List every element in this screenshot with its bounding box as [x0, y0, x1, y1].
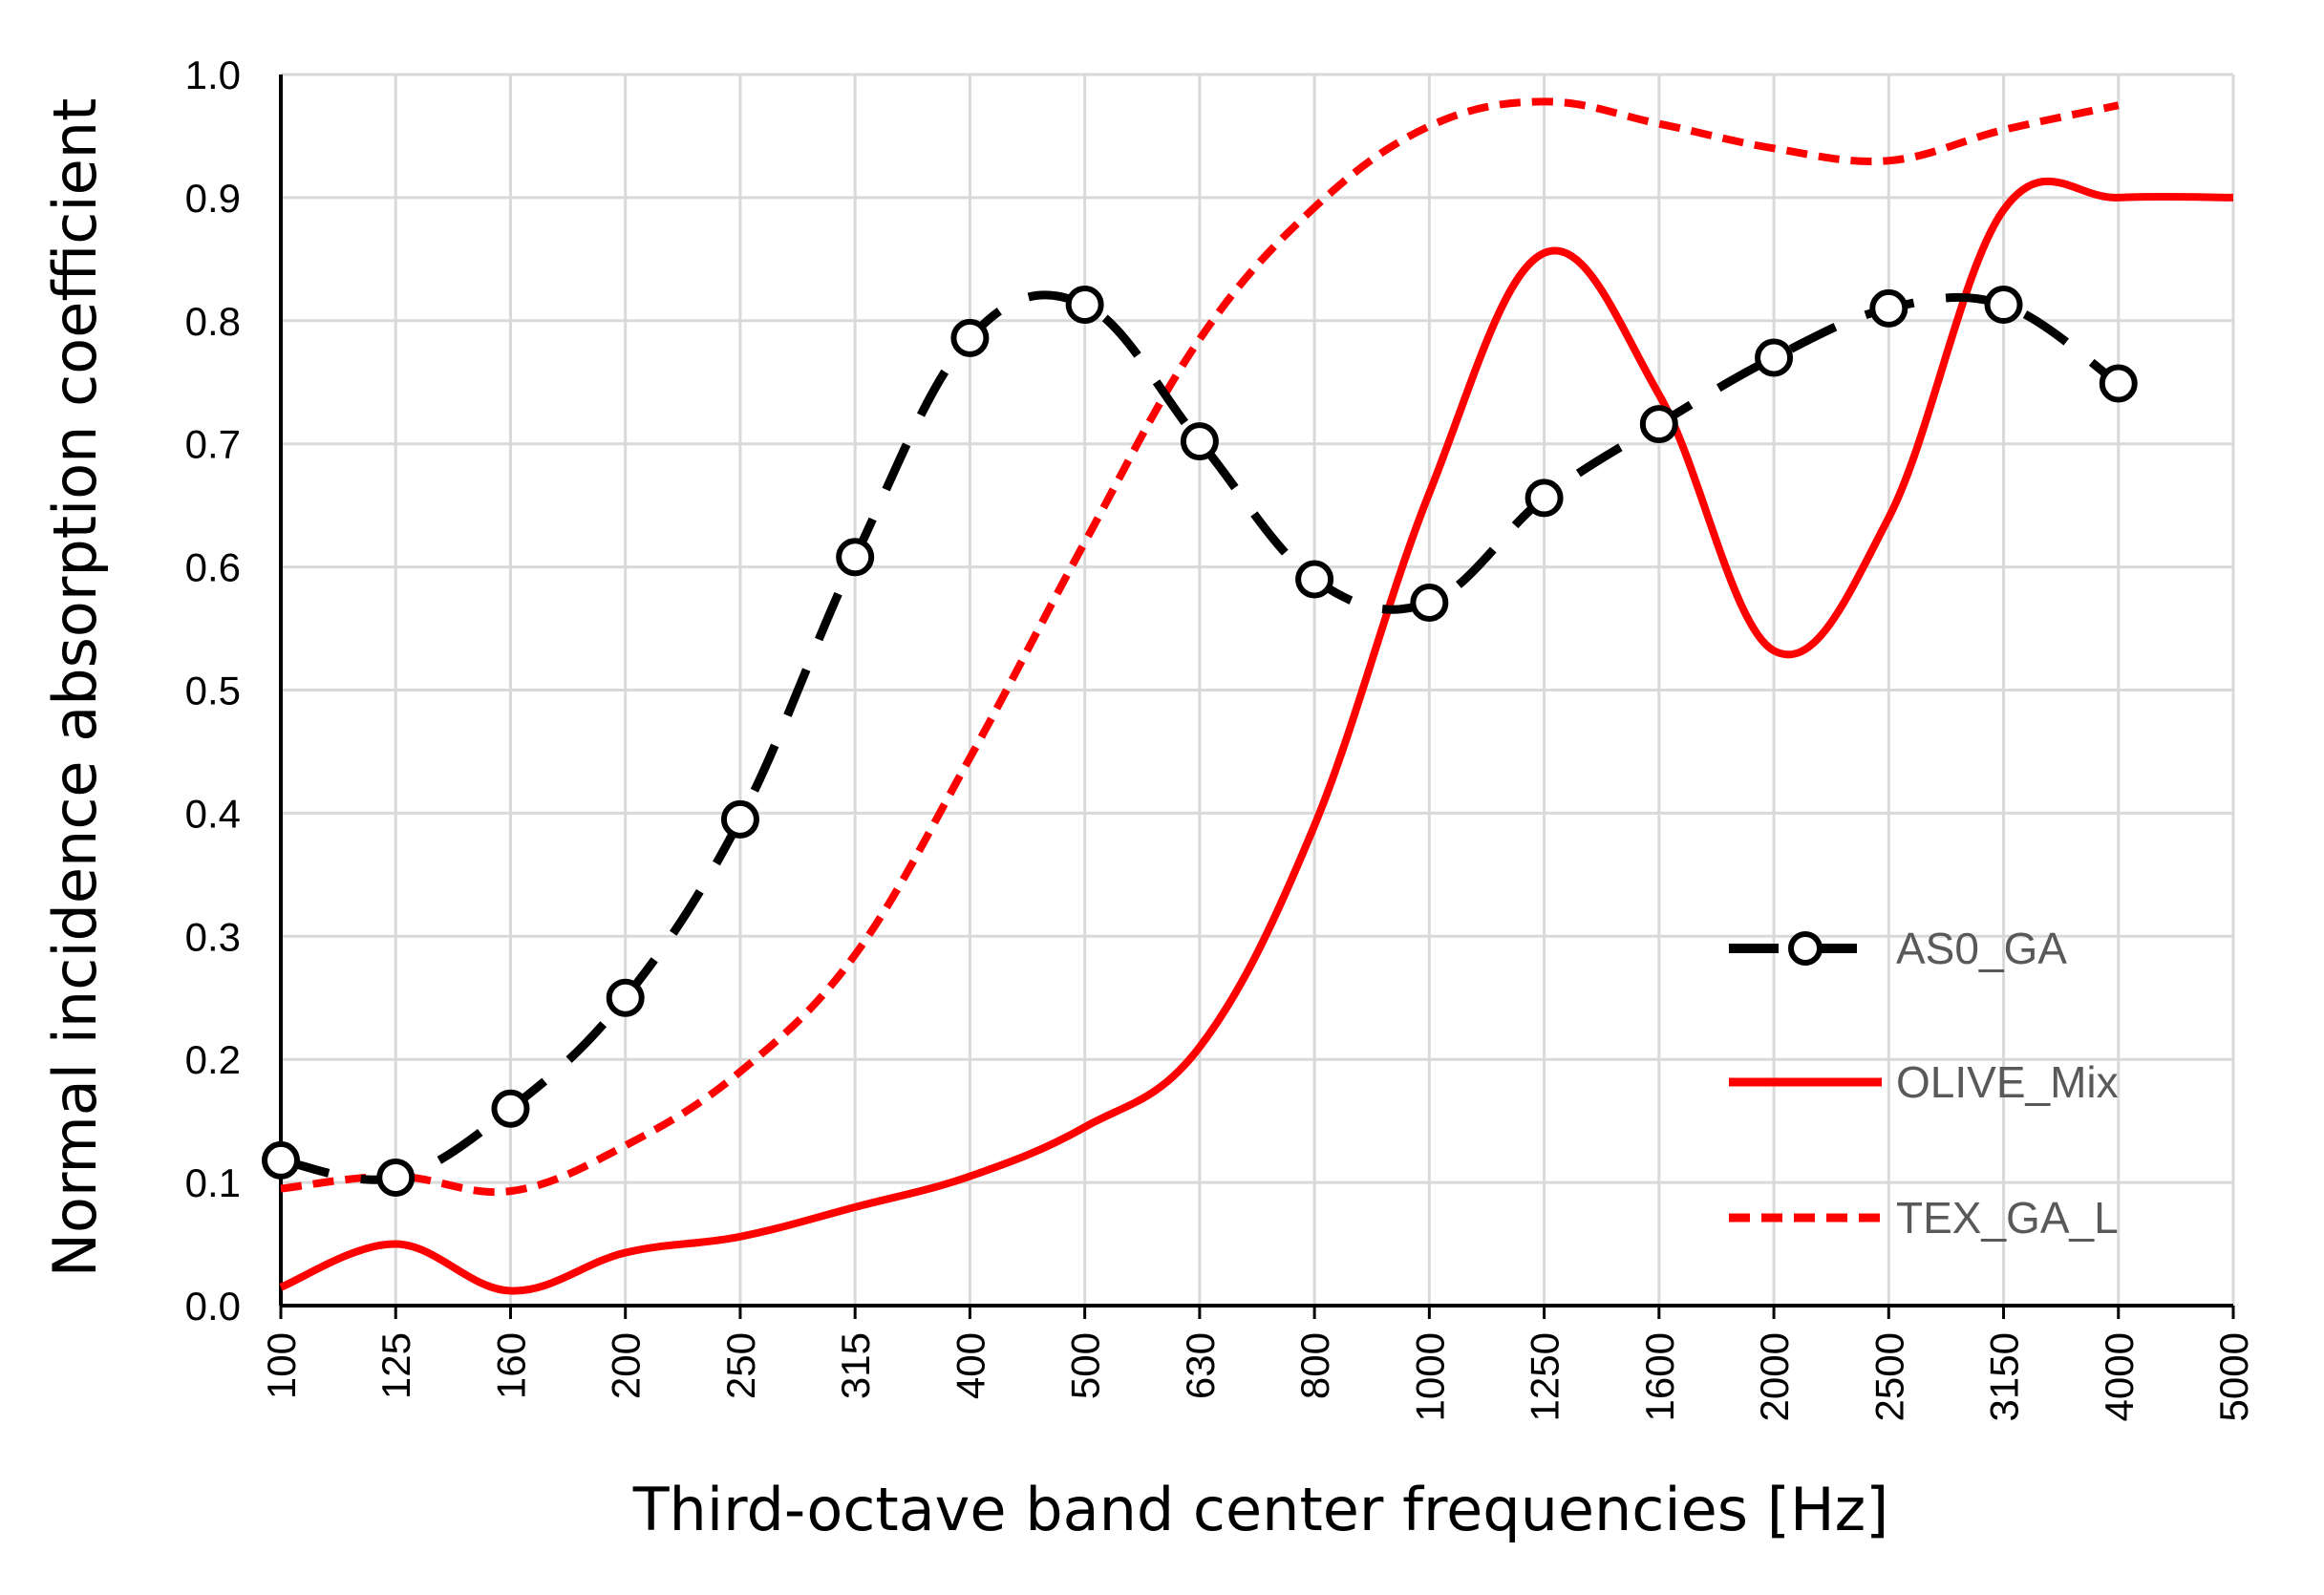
- point-as0-ga-3150: [1984, 286, 2023, 325]
- legend-item-as0-ga: AS0_GA: [1729, 924, 2067, 973]
- x-tick-label-250: 250: [718, 1332, 763, 1399]
- legend-item-olive-mix: OLIVE_Mix: [1729, 1057, 2119, 1107]
- series-olive-mix: [279, 177, 2234, 1295]
- grid: [279, 73, 2235, 1308]
- point-as0-ga-630: [1180, 422, 1219, 461]
- legend-item-tex-ga-l: TEX_GA_L: [1729, 1193, 2119, 1243]
- y-tick-label-0-6: 0.6: [185, 545, 241, 590]
- legend-label-tex-ga-l: TEX_GA_L: [1896, 1193, 2119, 1243]
- y-tick-label-0-5: 0.5: [185, 669, 241, 713]
- point-as0-ga-100: [262, 1140, 300, 1180]
- x-tick-label-800: 800: [1292, 1332, 1337, 1399]
- point-as0-ga-500: [1065, 286, 1104, 325]
- x-tick-label-630: 630: [1178, 1332, 1223, 1399]
- y-axis-title: Normal incidence absorption coefficient: [40, 98, 110, 1278]
- x-tick-label-2500: 2500: [1866, 1332, 1911, 1421]
- x-tick-label-500: 500: [1063, 1332, 1108, 1399]
- point-as0-ga-800: [1295, 560, 1334, 599]
- point-as0-ga-2500: [1869, 288, 1908, 328]
- point-as0-ga-1250: [1524, 478, 1564, 518]
- y-tick-label-1-0: 1.0: [185, 53, 241, 97]
- y-tick-label-0-7: 0.7: [185, 422, 241, 467]
- series-as0-ga: [262, 286, 2138, 1197]
- y-tick-labels: 0.0 0.1 0.2 0.3 0.4 0.5 0.6 0.7 0.8 0.9 1.0: [185, 53, 241, 1329]
- legend-marker-as0-ga: [1788, 931, 1823, 966]
- x-tick-label-1000: 1000: [1407, 1332, 1452, 1421]
- y-tick-label-0-8: 0.8: [185, 299, 241, 344]
- point-as0-ga-250: [720, 799, 759, 839]
- legend: AS0_GA OLIVE_Mix TEX_GA_L: [1729, 924, 2119, 1243]
- x-tick-label-4000: 4000: [2097, 1332, 2142, 1421]
- y-tick-label-0-2: 0.2: [185, 1037, 241, 1082]
- x-tick-label-1250: 1250: [1523, 1332, 1567, 1421]
- point-as0-ga-160: [491, 1089, 530, 1128]
- legend-label-olive-mix: OLIVE_Mix: [1896, 1057, 2119, 1107]
- point-as0-ga-4000: [2099, 364, 2138, 403]
- point-as0-ga-200: [606, 978, 645, 1017]
- y-tick-label-0-1: 0.1: [185, 1160, 241, 1205]
- x-tick-label-400: 400: [948, 1332, 992, 1399]
- y-tick-label-0-3: 0.3: [185, 914, 241, 959]
- x-tick-label-5000: 5000: [2211, 1332, 2256, 1421]
- x-tick-label-2000: 2000: [1752, 1332, 1797, 1421]
- x-axis-title: Third-octave band center frequencies [Hz…: [632, 1475, 1889, 1544]
- x-tick-label-315: 315: [833, 1332, 878, 1399]
- point-as0-ga-125: [376, 1158, 416, 1197]
- point-as0-ga-1600: [1639, 405, 1678, 444]
- point-as0-ga-2000: [1755, 338, 1794, 377]
- x-tick-label-100: 100: [259, 1332, 304, 1399]
- x-tick-label-3150: 3150: [1982, 1332, 2027, 1421]
- x-tick-label-125: 125: [373, 1332, 418, 1399]
- y-tick-label-0-0: 0.0: [185, 1284, 241, 1329]
- x-tick-labels: 100 125 160 200 250 315 400 500 630 800 1000 1250 16…: [259, 1332, 2256, 1421]
- x-tick-label-200: 200: [604, 1332, 649, 1399]
- series-line-olive-mix: [279, 177, 2234, 1295]
- legend-label-as0-ga: AS0_GA: [1896, 924, 2067, 973]
- point-as0-ga-315: [836, 538, 875, 577]
- y-tick-label-0-4: 0.4: [185, 791, 241, 836]
- x-tick-label-1600: 1600: [1637, 1332, 1682, 1421]
- point-as0-ga-400: [950, 318, 990, 357]
- axes: [279, 74, 2235, 1319]
- series-group: [262, 97, 2234, 1295]
- y-tick-label-0-9: 0.9: [185, 176, 241, 221]
- x-tick-label-160: 160: [488, 1332, 533, 1399]
- point-as0-ga-1000: [1410, 583, 1449, 622]
